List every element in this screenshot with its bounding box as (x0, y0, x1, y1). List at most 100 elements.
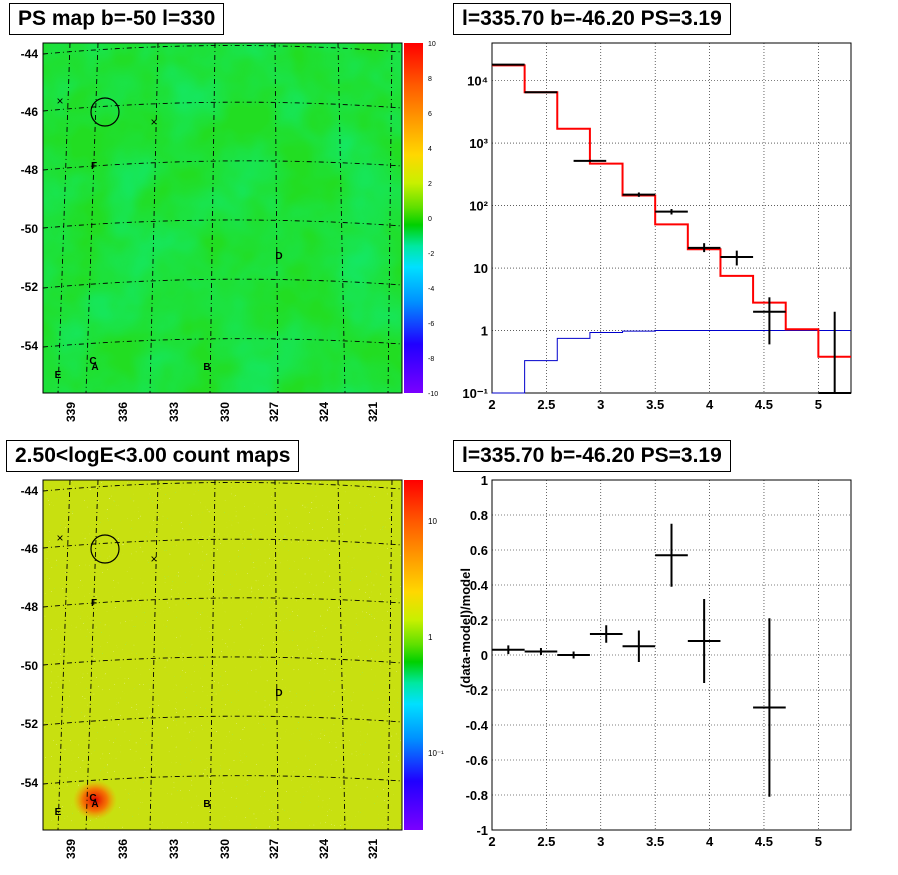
count-map-frame (42, 479, 403, 831)
lat-tick-label: -50 (21, 222, 39, 236)
residual-y-tick-label: 0 (481, 648, 488, 663)
spectrum-x-tick-label: 3.5 (646, 397, 664, 412)
spectrum-y-tick-label: 10³ (469, 136, 488, 151)
count-colorbar-label: 10⁻¹ (428, 749, 444, 758)
ps-colorbar-label: 2 (428, 181, 432, 188)
residual-y-axis-label: (data-model)/model (458, 568, 473, 688)
marker-a: A (91, 799, 98, 810)
ps-colorbar-label: -4 (428, 286, 434, 293)
residual-data-points (492, 523, 786, 797)
spectrum-y-tick-label: 1 (481, 324, 488, 339)
spectrum-y-tick-label: 10⁴ (467, 74, 488, 89)
residual-y-tick-label: -0.4 (466, 718, 489, 733)
lon-tick-label: 339 (64, 402, 78, 422)
ps-source-circle (90, 97, 120, 127)
ps-map-title: PS map b=-50 l=330 (9, 3, 225, 35)
residual-data-point (589, 625, 623, 643)
lon-tick-label: 339 (64, 839, 78, 859)
count-map-panel: × × A B C D E F -44 -46 -48 -50 -52 -54 … (21, 479, 444, 859)
lon-tick-label: 324 (317, 402, 331, 422)
lat-tick-label: -52 (21, 280, 39, 294)
spectrum-frame (491, 42, 852, 394)
lat-tick-label: -44 (21, 484, 39, 498)
marker-c: C (89, 793, 96, 804)
residual-x-tick-label: 2 (488, 834, 495, 849)
count-map-hotspot (73, 780, 117, 820)
spectrum-x-tick-label: 4.5 (755, 397, 773, 412)
spectrum-x-tick-label: 2 (488, 397, 495, 412)
ps-colorbar-label: 0 (428, 216, 432, 223)
residual-y-tick-label: 0.4 (470, 578, 489, 593)
residual-x-tick-label: 4 (706, 834, 714, 849)
lat-tick-label: -50 (21, 659, 39, 673)
spectrum-data-point (622, 192, 656, 197)
lon-tick-label: 321 (366, 839, 380, 859)
count-colorbar-labels: 10 1 10⁻¹ (428, 517, 444, 758)
spectrum-title: l=335.70 b=-46.20 PS=3.19 (453, 3, 731, 35)
spectrum-data-point (720, 250, 754, 266)
marker-e: E (55, 807, 62, 818)
marker-a: A (91, 362, 98, 373)
ps-map-coordinate-grid (42, 42, 403, 394)
count-source-circle (90, 534, 120, 564)
point-source-model-line (492, 330, 851, 394)
ps-map-texture (43, 43, 402, 393)
marker-c: C (89, 356, 96, 367)
residual-grid (491, 479, 851, 831)
ps-colorbar-label: 8 (428, 76, 432, 83)
spectrum-data-point (492, 63, 525, 66)
marker-f: F (91, 161, 97, 172)
spectrum-data-point (818, 311, 851, 394)
marker-d: D (275, 688, 282, 699)
spectrum-data-point (687, 243, 721, 253)
count-map-lon-ticks: 339 336 333 330 327 324 321 (64, 839, 380, 859)
lat-tick-label: -48 (21, 600, 39, 614)
residual-x-tick-label: 4.5 (755, 834, 773, 849)
spectrum-point-source-model (492, 330, 851, 394)
cross-marker-icon: × (150, 115, 157, 129)
ps-colorbar-label: -8 (428, 356, 434, 363)
residual-data-point (753, 618, 786, 797)
residual-x-tick-label: 2.5 (537, 834, 555, 849)
ps-colorbar (404, 43, 423, 393)
residual-y-tick-label: 0.8 (470, 508, 488, 523)
total-model-line (492, 64, 851, 358)
lon-tick-label: 336 (116, 839, 130, 859)
ps-map-panel: × × A B C D E F -44 -46 -48 -50 -52 -54 … (21, 41, 439, 422)
residual-y-tick-label: -1 (476, 823, 488, 838)
spectrum-data-point (573, 159, 607, 162)
ps-map-lat-ticks: -44 -46 -48 -50 -52 -54 (21, 47, 39, 353)
marker-b: B (203, 799, 210, 810)
lon-tick-label: 330 (218, 839, 232, 859)
residual-y-tick-label: 0.2 (470, 613, 488, 628)
lat-tick-label: -46 (21, 105, 39, 119)
spectrum-data-point (524, 91, 558, 94)
residual-panel: 2 2.5 3 3.5 4 4.5 5 1 0.8 0.6 0.4 0.2 0 -0.2 -0.4 -0.6 -… (458, 473, 852, 849)
marker-e: E (55, 370, 62, 381)
count-map-white-speckle (43, 480, 402, 830)
ps-colorbar-label: 6 (428, 111, 432, 118)
residual-data-point (687, 599, 721, 683)
residual-y-tick-label: 1 (481, 473, 488, 488)
spectrum-panel: 2 2.5 3 3.5 4 4.5 5 10⁻¹ 1 10 10² 10³ 10⁴ (462, 42, 852, 412)
count-colorbar-label: 1 (428, 633, 433, 642)
spectrum-y-tick-label: 10⁻¹ (462, 386, 488, 401)
residual-data-point (622, 630, 656, 662)
lat-tick-label: -54 (21, 776, 39, 790)
lon-tick-label: 321 (366, 402, 380, 422)
ps-map-frame (42, 42, 403, 394)
lat-tick-label: -52 (21, 717, 39, 731)
lon-tick-label: 336 (116, 402, 130, 422)
lat-tick-label: -48 (21, 163, 39, 177)
count-map-lat-ticks: -44 -46 -48 -50 -52 -54 (21, 484, 39, 790)
count-map-coordinate-grid (42, 479, 403, 831)
spectrum-y-tick-label: 10 (474, 261, 488, 276)
residual-x-tick-label: 3.5 (646, 834, 664, 849)
residual-data-point (492, 645, 525, 655)
ps-map-lon-ticks: 339 336 333 330 327 324 321 (64, 402, 380, 422)
spectrum-ticks: 2 2.5 3 3.5 4 4.5 5 10⁻¹ 1 10 10² 10³ 10⁴ (462, 74, 822, 412)
lon-tick-label: 330 (218, 402, 232, 422)
ps-colorbar-label: 4 (428, 146, 432, 153)
spectrum-total-model (492, 64, 851, 358)
